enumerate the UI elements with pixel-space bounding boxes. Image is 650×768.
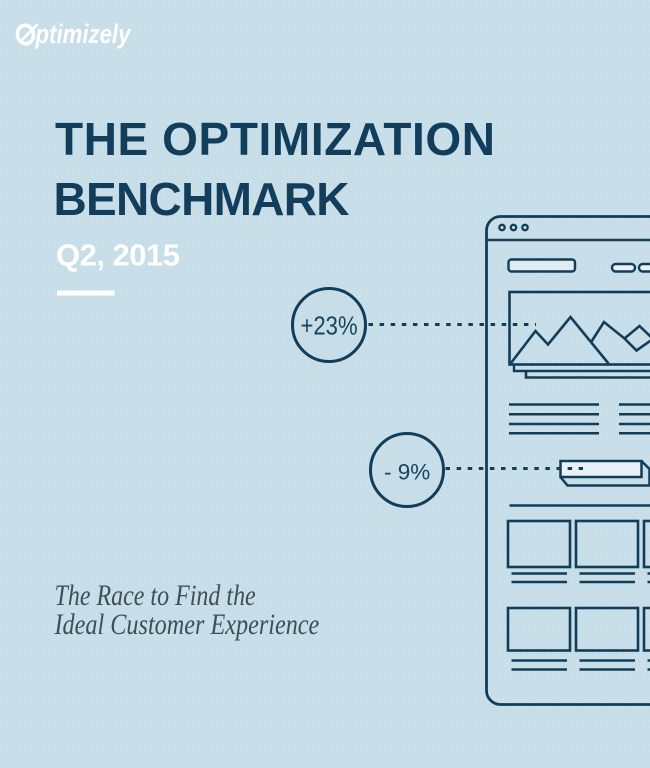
svg-text:The Race to Find the: The Race to Find the	[55, 578, 256, 611]
svg-text:BENCHMARK: BENCHMARK	[54, 173, 350, 225]
svg-text:THE OPTIMIZATION: THE OPTIMIZATION	[55, 113, 495, 165]
svg-text:Ideal Customer Experience: Ideal Customer Experience	[54, 608, 320, 641]
svg-text:Q2, 2015: Q2, 2015	[56, 238, 180, 273]
svg-text:- 9%: - 9%	[384, 460, 430, 485]
svg-text:ptimizely: ptimizely	[35, 20, 132, 49]
svg-text:+23%: +23%	[301, 312, 358, 341]
